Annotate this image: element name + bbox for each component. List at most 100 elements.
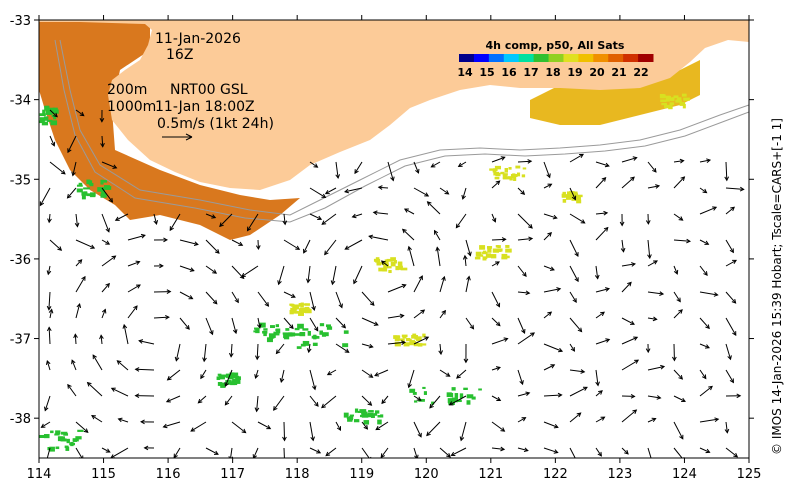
lat-tick-label: -36 (10, 253, 31, 268)
current-vector (205, 213, 216, 219)
current-vector-head (605, 338, 611, 343)
current-vector (153, 316, 169, 319)
current-vector (408, 369, 415, 388)
current-vector-head (91, 415, 96, 420)
colorbar-tick-label: 20 (589, 66, 605, 79)
current-vector-head (595, 381, 600, 387)
current-vector-head (316, 449, 322, 454)
current-vector-head (660, 364, 666, 370)
current-vector-head (60, 169, 66, 175)
current-vector (75, 421, 89, 433)
colorbar-swatch (548, 54, 564, 62)
current-vector (205, 291, 218, 305)
current-vector (449, 395, 467, 406)
current-vector (374, 369, 389, 377)
current-vector-head (277, 280, 282, 286)
current-vector-head (521, 328, 526, 334)
current-vector-head (645, 220, 651, 225)
current-vector (361, 395, 372, 406)
current-vector-head (99, 334, 104, 340)
current-vector (517, 265, 527, 277)
current-vector (621, 409, 637, 423)
current-vector (135, 368, 155, 371)
current-vector (491, 180, 500, 189)
current-vector-head (655, 184, 661, 189)
current-vector-head (246, 226, 252, 232)
current-vector-head (344, 348, 350, 353)
current-vector-head (523, 447, 529, 453)
current-vector (335, 343, 350, 353)
current-vector-head (448, 401, 454, 406)
current-vector-head (631, 262, 636, 267)
current-vector-head (374, 372, 380, 377)
lon-tick-label: 119 (349, 467, 374, 482)
current-vector (101, 283, 110, 293)
current-vector (569, 239, 579, 257)
lon-tick-label: 120 (414, 467, 439, 482)
current-vector-head (81, 275, 86, 281)
current-vector-head (627, 281, 632, 287)
current-vector (464, 255, 467, 267)
current-vector (699, 317, 710, 329)
current-vector-head (407, 245, 412, 251)
current-vector-head (101, 308, 107, 314)
current-vector (465, 317, 474, 330)
current-vector (203, 343, 207, 362)
current-vector (456, 369, 467, 379)
current-vector-head (344, 245, 350, 250)
current-vector-head (255, 245, 261, 251)
current-vector (309, 161, 318, 168)
current-vector (67, 135, 77, 153)
current-vector-head (273, 406, 278, 411)
current-vector-head (580, 369, 586, 374)
current-vector (127, 305, 138, 319)
current-vector (621, 239, 625, 252)
current-vector-head (76, 303, 82, 309)
current-vector (231, 317, 237, 334)
current-vector (387, 284, 406, 293)
current-vector-head (550, 364, 556, 369)
current-vector-head (620, 247, 626, 253)
colorbar-swatch (578, 54, 594, 62)
current-vector (725, 259, 737, 267)
current-vector-head (632, 156, 638, 161)
current-vector (699, 343, 710, 349)
current-vector-head (219, 222, 224, 228)
current-vector-head (547, 183, 553, 188)
current-vector (569, 317, 582, 332)
current-vector (200, 369, 207, 379)
current-vector (621, 359, 639, 371)
current-vector (49, 239, 62, 251)
current-vector-head (185, 325, 190, 330)
current-vector-head (224, 400, 230, 406)
current-vector (569, 412, 581, 423)
current-vector-head (724, 428, 730, 434)
current-vector (48, 213, 51, 223)
current-vector (699, 418, 719, 423)
current-vector-head (399, 313, 405, 319)
current-vector (325, 447, 337, 456)
current-vector-head (372, 210, 378, 216)
current-vector (543, 232, 552, 241)
current-vector (436, 247, 441, 267)
current-vector-head (381, 399, 386, 405)
current-vector-head (651, 417, 657, 423)
current-vector-head (714, 417, 720, 423)
current-vector-head (491, 217, 497, 223)
current-vector-head (430, 163, 436, 168)
current-vector-head (546, 173, 551, 179)
current-vector (413, 309, 425, 319)
current-vector-head (680, 176, 686, 181)
current-vector-head (671, 356, 677, 362)
current-vector-head (314, 326, 319, 332)
current-vector-head (549, 266, 555, 271)
current-vector-head (525, 391, 531, 397)
current-vector (175, 343, 181, 361)
lon-tick-label: 124 (672, 467, 697, 482)
lat-tick-label: -34 (10, 94, 31, 109)
current-vector-head (140, 233, 146, 239)
current-vector (117, 360, 129, 371)
current-vector-head (111, 255, 117, 260)
current-vector (408, 246, 415, 267)
current-vector (595, 227, 609, 241)
